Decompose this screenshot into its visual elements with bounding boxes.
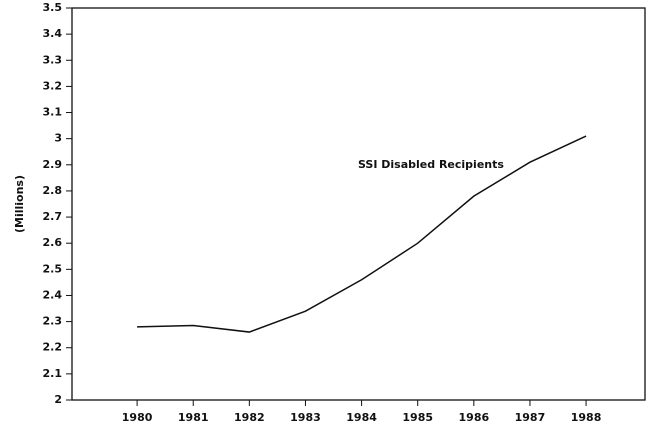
y-tick-label: 3.3 xyxy=(43,53,63,66)
y-tick-label: 3.4 xyxy=(43,27,63,40)
x-tick-label: 1987 xyxy=(515,411,546,424)
x-tick-label: 1981 xyxy=(178,411,209,424)
y-tick-label: 2.3 xyxy=(43,315,63,328)
x-tick-label: 1986 xyxy=(459,411,490,424)
x-tick-label: 1982 xyxy=(234,411,265,424)
y-tick-label: 2.7 xyxy=(43,210,63,223)
plot-frame xyxy=(71,7,646,401)
y-tick-label: 3 xyxy=(54,132,62,145)
y-tick-label: 3.5 xyxy=(43,1,63,14)
x-tick-label: 1984 xyxy=(346,411,377,424)
x-tick-label: 1985 xyxy=(402,411,433,424)
annotation: SSI Disabled Recipients xyxy=(358,158,504,171)
y-tick-label: 2.9 xyxy=(43,158,63,171)
y-tick-label: 2.6 xyxy=(43,236,63,249)
y-tick-label: 2.1 xyxy=(43,367,63,380)
y-tick-label: 3.2 xyxy=(43,79,63,92)
x-tick-label: 1983 xyxy=(290,411,321,424)
y-tick-label: 2.4 xyxy=(43,288,63,301)
y-tick-label: 2.5 xyxy=(43,262,63,275)
y-tick-label: 2.8 xyxy=(43,184,63,197)
y-tick-label: 2 xyxy=(54,393,62,406)
y-tick-label: 2.2 xyxy=(43,341,63,354)
x-tick-label: 1980 xyxy=(122,411,153,424)
y-axis-label: (Millions) xyxy=(13,175,26,233)
data-line xyxy=(137,135,587,333)
y-tick-label: 3.1 xyxy=(43,106,63,119)
x-tick-label: 1988 xyxy=(571,411,602,424)
